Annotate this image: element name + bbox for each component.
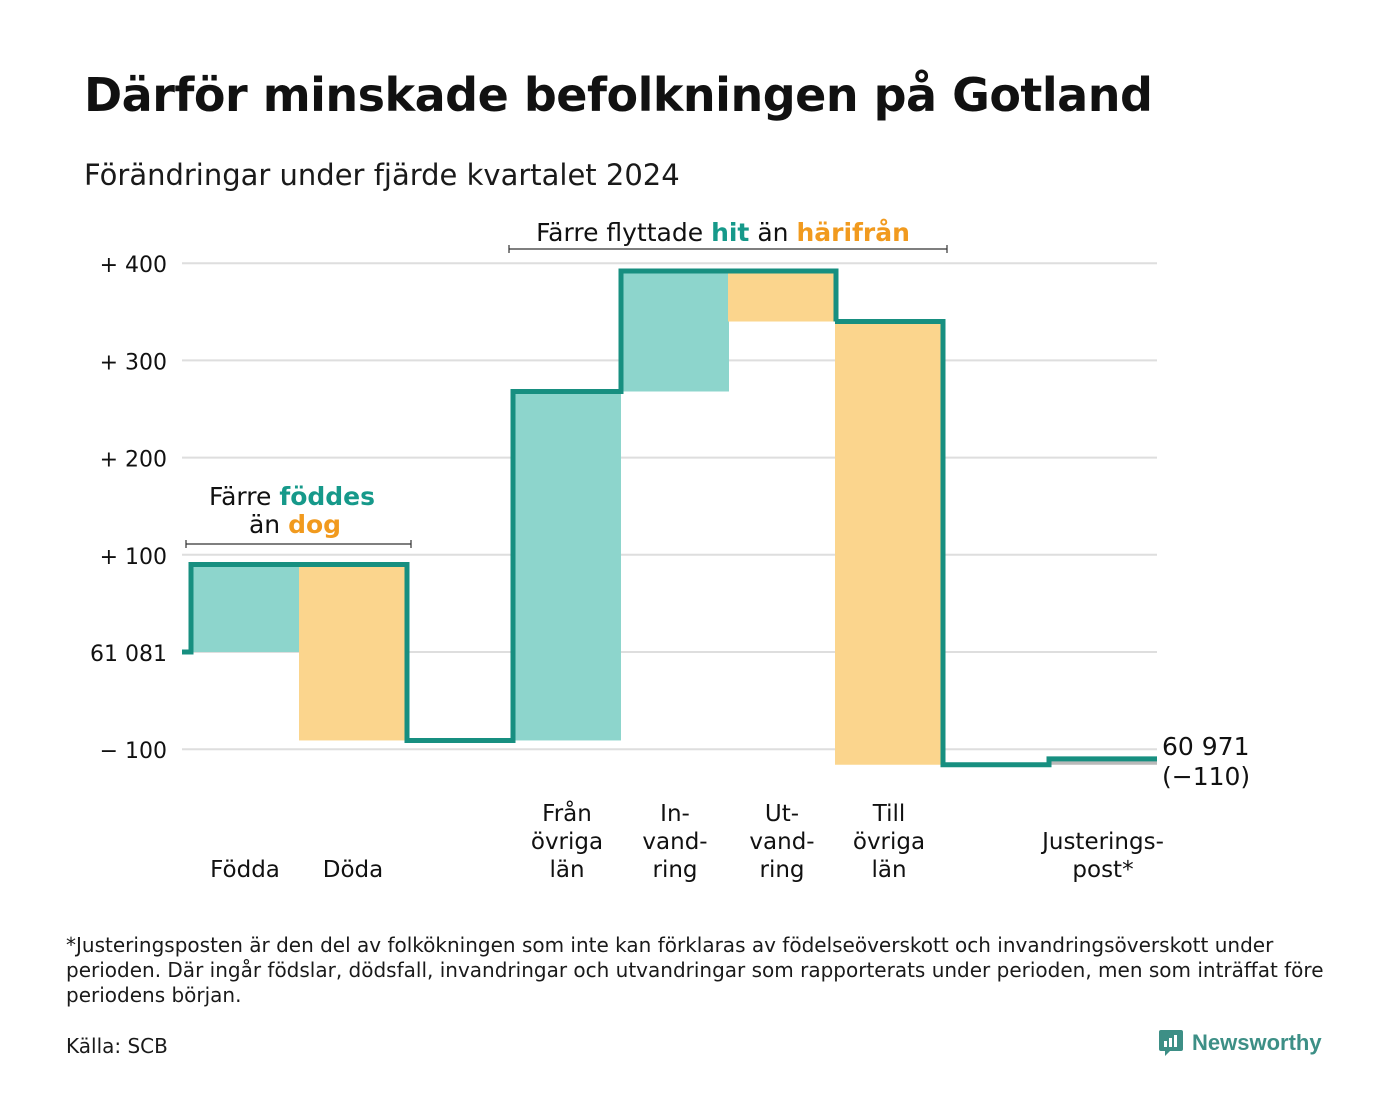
category-label-line: post* bbox=[1072, 857, 1133, 883]
migration-annotation: Färre flyttade hit än härifrån bbox=[508, 218, 948, 253]
svg-text:Färre föddes: Färre föddes bbox=[209, 482, 375, 511]
births-annotation-highlight: föddes bbox=[279, 482, 375, 511]
bar-tillövrigalän bbox=[835, 321, 943, 765]
svg-text:än dog: än dog bbox=[249, 510, 341, 539]
category-label: In-vand-ring bbox=[642, 801, 707, 883]
migration-annotation-prefix: Färre flyttade bbox=[536, 218, 711, 247]
category-label: Döda bbox=[323, 857, 383, 883]
category-label: Födda bbox=[210, 857, 280, 883]
category-label-line: vand- bbox=[642, 829, 707, 855]
category-labels: Födda DödaFrånövrigalänIn-vand-ringUt-van… bbox=[210, 799, 1164, 883]
bars bbox=[191, 270, 1157, 765]
migration-annotation-highlight-hit: hit bbox=[711, 218, 749, 247]
category-label-line: Födda bbox=[210, 857, 280, 883]
category-label-line: Till bbox=[872, 801, 906, 827]
waterfall-chart: + 400 + 300 + 200 + 100 61 081 − 100 Födda Död… bbox=[90, 218, 1250, 883]
category-label-line: Ut- bbox=[765, 801, 799, 827]
step-line bbox=[182, 268, 1157, 768]
brand-name: Newsworthy bbox=[1192, 1030, 1322, 1055]
y-tick-label: + 300 bbox=[100, 350, 167, 375]
category-label-line: Döda bbox=[323, 857, 383, 883]
births-annotation-line2-prefix: än bbox=[249, 510, 288, 539]
chart-subtitle: Förändringar under fjärde kvartalet 2024 bbox=[84, 158, 680, 192]
bar-justeringspost bbox=[1049, 758, 1157, 765]
newsworthy-logo-icon bbox=[1159, 1030, 1183, 1056]
category-label-line: ring bbox=[652, 857, 697, 883]
category-label-line: vand- bbox=[749, 829, 814, 855]
category-label-line: ring bbox=[759, 857, 804, 883]
category-label-line: län bbox=[871, 857, 906, 883]
cumulative-step-line bbox=[182, 268, 1157, 768]
footnote: *Justeringsposten är den del av folkökni… bbox=[66, 933, 1324, 1007]
category-label-line: In- bbox=[660, 801, 690, 827]
category-label-line: Från bbox=[542, 799, 592, 827]
end-value-labels: 60 971 (−110) bbox=[1162, 732, 1250, 791]
y-axis-tick-labels: + 400 + 300 + 200 + 100 61 081 − 100 bbox=[90, 253, 167, 764]
category-label: Justerings-post* bbox=[1040, 829, 1164, 883]
births-annotation-line2-highlight: dog bbox=[288, 510, 341, 539]
source-label: Källa: SCB bbox=[66, 1034, 168, 1058]
y-tick-label: + 400 bbox=[100, 253, 167, 278]
end-change-label: (−110) bbox=[1162, 762, 1250, 791]
births-annotation-prefix: Färre bbox=[209, 482, 279, 511]
bar-döda bbox=[299, 564, 407, 741]
svg-text:Färre flyttade hit än härifrån: Färre flyttade hit än härifrån bbox=[536, 218, 910, 247]
category-label-line: övriga bbox=[531, 829, 603, 855]
y-tick-label: + 100 bbox=[100, 545, 167, 570]
bar-utvandring bbox=[728, 270, 836, 322]
migration-annotation-middle: än bbox=[749, 218, 796, 247]
end-value-label: 60 971 bbox=[1162, 732, 1249, 761]
category-label-line: Justerings- bbox=[1040, 829, 1164, 855]
migration-annotation-highlight-harifran: härifrån bbox=[796, 218, 909, 247]
bar-födda bbox=[191, 564, 299, 652]
y-tick-label: 61 081 bbox=[90, 642, 167, 667]
chart-title: Därför minskade befolkningen på Gotland bbox=[84, 68, 1153, 122]
bar-frånövrigalän bbox=[513, 391, 621, 741]
y-tick-label: − 100 bbox=[100, 739, 167, 764]
category-label-line: övriga bbox=[853, 829, 925, 855]
category-label-line: län bbox=[549, 857, 584, 883]
annotations: Färre föddes än dog Färre flyttade hit ä… bbox=[185, 218, 948, 548]
brand-logo: Newsworthy bbox=[1158, 1028, 1322, 1058]
bar-invandring bbox=[621, 270, 729, 392]
category-label: Ut-vand-ring bbox=[749, 801, 814, 883]
y-tick-label: + 200 bbox=[100, 448, 167, 473]
births-annotation: Färre föddes än dog bbox=[185, 482, 412, 548]
